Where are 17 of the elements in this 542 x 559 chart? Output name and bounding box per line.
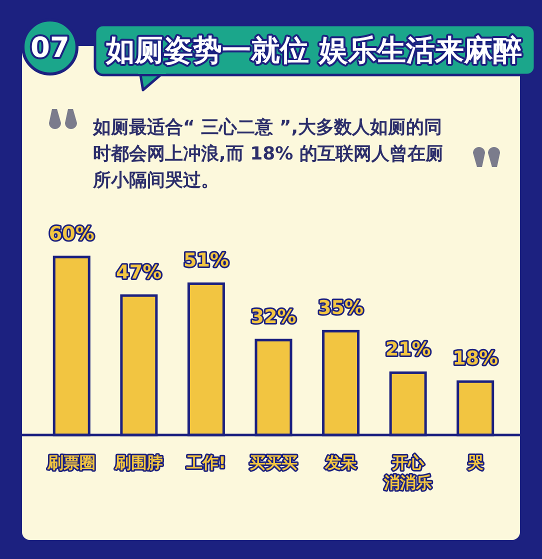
data-label: 18% bbox=[452, 348, 498, 370]
x-tick-label: 开心消消乐 bbox=[383, 453, 432, 492]
text: 07 bbox=[30, 31, 70, 64]
data-label: 32% bbox=[250, 306, 296, 328]
data-label: 21% bbox=[385, 338, 431, 361]
chart-title: 如厕姿势一就位 娱乐生活来麻醉 bbox=[104, 33, 522, 67]
data-label: 51% bbox=[183, 250, 229, 272]
x-tick-label: 买买买 bbox=[250, 453, 298, 472]
data-label: 35% bbox=[318, 297, 364, 320]
chart-subtitle: 如厕最适合“ 三心二意 ”,大多数人如厕的同时都会网上冲浪,而 18% 的互联网人曾在厕所小隔间哭过。 bbox=[92, 117, 444, 191]
x-tick-label: 哭 bbox=[466, 453, 484, 472]
data-label: 47% bbox=[116, 262, 162, 284]
data-label: 60% bbox=[48, 223, 94, 245]
x-tick-label: 发呆 bbox=[324, 453, 358, 472]
x-tick-label: 刷围脖 bbox=[114, 453, 163, 472]
x-tick-label: 工作! bbox=[186, 453, 226, 472]
x-tick-label: 刷票圈 bbox=[46, 453, 96, 472]
